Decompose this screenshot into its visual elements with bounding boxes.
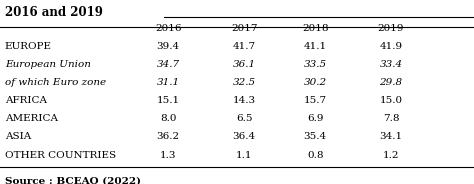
Text: 1.3: 1.3 [160,151,176,160]
Text: 15.0: 15.0 [380,96,402,105]
Text: 36.1: 36.1 [233,60,255,69]
Text: 33.4: 33.4 [380,60,402,69]
Text: 31.1: 31.1 [157,78,180,87]
Text: 2018: 2018 [302,24,328,33]
Text: EUROPE: EUROPE [5,42,52,51]
Text: Source : BCEAO (2022): Source : BCEAO (2022) [5,177,141,184]
Text: 34.1: 34.1 [380,132,402,141]
Text: European Union: European Union [5,60,91,69]
Text: 29.8: 29.8 [380,78,402,87]
Text: 41.7: 41.7 [233,42,255,51]
Text: 2016 and 2019: 2016 and 2019 [5,6,102,19]
Text: 0.8: 0.8 [307,151,323,160]
Text: 7.8: 7.8 [383,114,399,123]
Text: 2016: 2016 [155,24,182,33]
Text: of which Euro zone: of which Euro zone [5,78,106,87]
Text: 2019: 2019 [378,24,404,33]
Text: 36.2: 36.2 [157,132,180,141]
Text: 1.2: 1.2 [383,151,399,160]
Text: 14.3: 14.3 [233,96,255,105]
Text: 34.7: 34.7 [157,60,180,69]
Text: 15.7: 15.7 [304,96,327,105]
Text: 33.5: 33.5 [304,60,327,69]
Text: 41.9: 41.9 [380,42,402,51]
Text: 39.4: 39.4 [157,42,180,51]
Text: ASIA: ASIA [5,132,31,141]
Text: 41.1: 41.1 [304,42,327,51]
Text: 32.5: 32.5 [233,78,255,87]
Text: 30.2: 30.2 [304,78,327,87]
Text: OTHER COUNTRIES: OTHER COUNTRIES [5,151,116,160]
Text: 15.1: 15.1 [157,96,180,105]
Text: AMERICA: AMERICA [5,114,58,123]
Text: 6.9: 6.9 [307,114,323,123]
Text: 6.5: 6.5 [236,114,252,123]
Text: 8.0: 8.0 [160,114,176,123]
Text: AFRICA: AFRICA [5,96,47,105]
Text: 1.1: 1.1 [236,151,252,160]
Text: 36.4: 36.4 [233,132,255,141]
Text: 2017: 2017 [231,24,257,33]
Text: 35.4: 35.4 [304,132,327,141]
